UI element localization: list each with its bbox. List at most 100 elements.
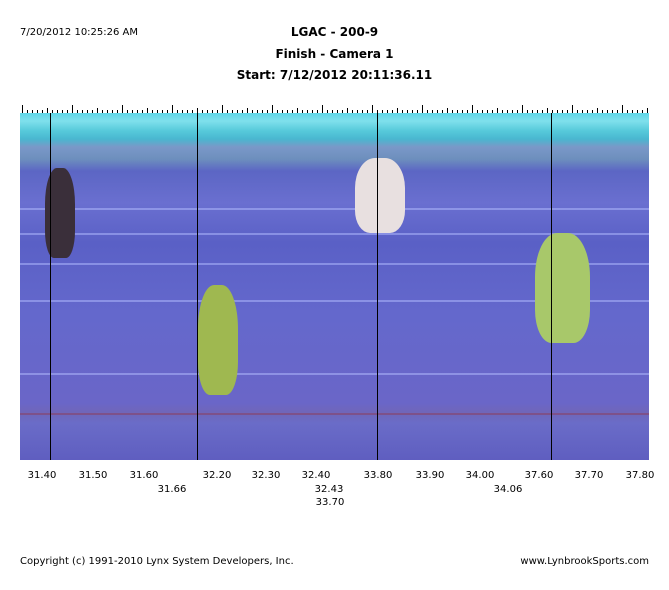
- ruler-tick: [22, 105, 23, 113]
- finish-time-label: 31.66: [157, 484, 187, 495]
- ruler-tick: [547, 108, 548, 113]
- ruler-tick: [392, 110, 393, 113]
- ruler-tick: [137, 110, 138, 113]
- ruler-tick: [542, 110, 543, 113]
- ruler-tick: [82, 110, 83, 113]
- time-tick-label: 31.50: [78, 470, 108, 481]
- ruler-tick: [367, 110, 368, 113]
- ruler-tick: [57, 110, 58, 113]
- time-tick-label: 33.90: [415, 470, 445, 481]
- time-tick-label: 32.30: [251, 470, 281, 481]
- ruler-tick: [317, 110, 318, 113]
- ruler-tick: [62, 110, 63, 113]
- ruler-tick: [522, 105, 523, 113]
- ruler-tick: [72, 105, 73, 113]
- runner-lane-2: [198, 285, 238, 395]
- time-tick-label: 31.40: [27, 470, 57, 481]
- ruler-tick: [462, 110, 463, 113]
- start-time: Start: 7/12/2012 20:11:36.11: [236, 68, 433, 82]
- ruler-tick: [637, 110, 638, 113]
- finish-time-label: 33.70: [315, 497, 345, 508]
- ruler-tick: [257, 110, 258, 113]
- camera-label: Finish - Camera 1: [275, 47, 394, 61]
- time-tick-label: 37.60: [524, 470, 554, 481]
- ruler-tick: [427, 110, 428, 113]
- ruler-tick: [422, 105, 423, 113]
- ruler-tick: [222, 105, 223, 113]
- ruler-tick: [77, 110, 78, 113]
- race-title: LGAC - 200-9: [290, 25, 379, 39]
- ruler-tick: [227, 110, 228, 113]
- ruler-tick: [352, 110, 353, 113]
- ruler-tick: [97, 108, 98, 113]
- ruler-tick: [297, 108, 298, 113]
- ruler-tick: [162, 110, 163, 113]
- time-tick-label: 37.80: [625, 470, 655, 481]
- ruler-tick: [507, 110, 508, 113]
- ruler-tick: [282, 110, 283, 113]
- ruler-tick: [437, 110, 438, 113]
- finish-line-marker: [197, 113, 198, 460]
- ruler-tick: [572, 105, 573, 113]
- ruler-tick: [622, 105, 623, 113]
- ruler-tick: [322, 105, 323, 113]
- ruler-tick: [492, 110, 493, 113]
- ruler-tick: [187, 110, 188, 113]
- ruler-tick: [602, 110, 603, 113]
- time-ruler: [20, 104, 649, 113]
- ruler-tick: [47, 108, 48, 113]
- ruler-tick: [372, 105, 373, 113]
- ruler-tick: [32, 110, 33, 113]
- ruler-tick: [217, 110, 218, 113]
- ruler-tick: [132, 110, 133, 113]
- ruler-tick: [122, 105, 123, 113]
- ruler-tick: [597, 108, 598, 113]
- ruler-tick: [472, 105, 473, 113]
- ruler-tick: [552, 110, 553, 113]
- ruler-tick: [342, 110, 343, 113]
- ruler-tick: [432, 110, 433, 113]
- ruler-tick: [272, 105, 273, 113]
- ruler-tick: [112, 110, 113, 113]
- ruler-tick: [537, 110, 538, 113]
- ruler-tick: [247, 108, 248, 113]
- ruler-tick: [452, 110, 453, 113]
- ruler-tick: [397, 108, 398, 113]
- ruler-tick: [502, 110, 503, 113]
- ruler-tick: [567, 110, 568, 113]
- ruler-tick: [382, 110, 383, 113]
- time-tick-label: 33.80: [363, 470, 393, 481]
- copyright: Copyright (c) 1991-2010 Lynx System Deve…: [20, 556, 294, 567]
- time-tick-label: 31.60: [129, 470, 159, 481]
- ruler-tick: [102, 110, 103, 113]
- ruler-tick: [277, 110, 278, 113]
- ruler-tick: [312, 110, 313, 113]
- ruler-tick: [212, 110, 213, 113]
- photo-finish-image[interactable]: [20, 113, 649, 460]
- ruler-tick: [147, 108, 148, 113]
- ruler-tick: [617, 110, 618, 113]
- ruler-tick: [387, 110, 388, 113]
- ruler-tick: [627, 110, 628, 113]
- print-timestamp: 7/20/2012 10:25:26 AM: [20, 27, 139, 38]
- ruler-tick: [347, 108, 348, 113]
- time-tick-label: 34.00: [465, 470, 495, 481]
- ruler-tick: [482, 110, 483, 113]
- ruler-tick: [152, 110, 153, 113]
- ruler-tick: [242, 110, 243, 113]
- ruler-tick: [377, 110, 378, 113]
- ruler-tick: [127, 110, 128, 113]
- runner-lane-3: [355, 158, 405, 233]
- ruler-tick: [307, 110, 308, 113]
- ruler-tick: [362, 110, 363, 113]
- ruler-tick: [202, 110, 203, 113]
- ruler-tick: [477, 110, 478, 113]
- ruler-tick: [412, 110, 413, 113]
- ruler-tick: [292, 110, 293, 113]
- ruler-tick: [42, 110, 43, 113]
- ruler-tick: [327, 110, 328, 113]
- ruler-tick: [582, 110, 583, 113]
- ruler-tick: [517, 110, 518, 113]
- ruler-tick: [487, 110, 488, 113]
- ruler-tick: [142, 110, 143, 113]
